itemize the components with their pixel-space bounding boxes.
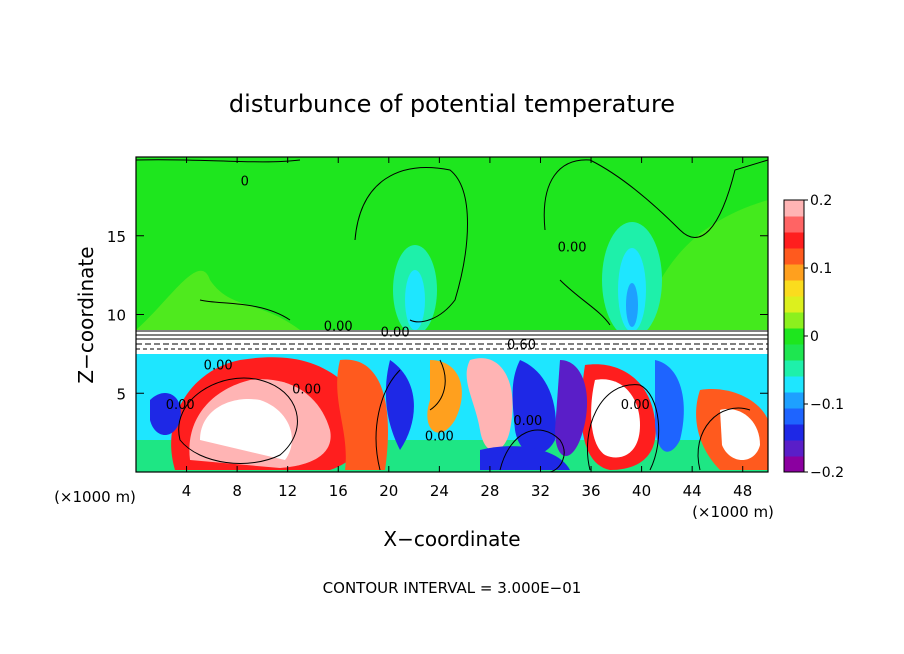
- lower-blue-cells: [150, 360, 684, 470]
- x-tick-label: 4: [182, 482, 192, 500]
- x-axis: 4 8 12 16 20 24 28 32 36 40 44 48: [182, 157, 752, 500]
- x-axis-label: X−coordinate: [383, 527, 520, 551]
- upper-layer-fill: [136, 157, 768, 332]
- contour-lines: [136, 159, 768, 472]
- x-tick-label: 36: [581, 482, 600, 500]
- x-tick-label: 48: [733, 482, 752, 500]
- y-axis-label: Z−coordinate: [74, 246, 98, 383]
- contour-interval-note: CONTOUR INTERVAL = 3.000E−01: [323, 579, 582, 597]
- colorbar-band: [784, 200, 804, 217]
- x-unit-left-label: (×1000 m): [54, 488, 136, 506]
- colorbar-tick-label: 0.2: [810, 193, 832, 209]
- y-axis: 5 10 15: [107, 228, 768, 403]
- chart-title: disturbunce of potential temperature: [229, 90, 675, 118]
- x-tick-label: 12: [278, 482, 297, 500]
- colorbar-band: [784, 344, 804, 361]
- colorbar-band: [784, 296, 804, 313]
- x-tick-label: 16: [329, 482, 348, 500]
- colorbar-band: [784, 328, 804, 345]
- x-tick-label: 32: [531, 482, 550, 500]
- x-tick-label: 24: [430, 482, 449, 500]
- contour-label: 0.00: [513, 414, 542, 429]
- upper-warm-patch: [640, 200, 768, 330]
- upper-warm-patch: [136, 270, 300, 330]
- y-tick-label: 15: [107, 228, 126, 246]
- contour-label: 0.00: [204, 359, 233, 374]
- contour-labels: 0 0.00 0.00 0.00 0.60 0.00 0.00 0.00 0.00 0.00 0.0…: [166, 174, 650, 444]
- colorbar-band: [784, 456, 804, 473]
- x-unit-right-label: (×1000 m): [692, 503, 774, 521]
- colorbar-band: [784, 264, 804, 281]
- inversion-band: [136, 330, 768, 354]
- colorbar-bands: [784, 200, 804, 473]
- contour-label: 0.60: [507, 338, 536, 353]
- colorbar-band: [784, 216, 804, 233]
- colorbar-tick-label: −0.1: [810, 397, 844, 413]
- colorbar-tick-label: −0.2: [810, 465, 844, 481]
- x-tick-label: 28: [480, 482, 499, 500]
- plume-right-core: [626, 283, 638, 327]
- contour-label: 0.00: [558, 241, 587, 256]
- x-tick-label: 8: [232, 482, 242, 500]
- colorbar-ticks: 0.2 0.1 0 −0.1 −0.2: [804, 193, 844, 481]
- colorbar-band: [784, 376, 804, 393]
- heatmap-field: 0 0.00 0.00 0.00 0.60 0.00 0.00 0.00 0.00 0.00 0.0…: [136, 157, 768, 472]
- contour-label: 0.00: [621, 398, 650, 413]
- colorbar-band: [784, 440, 804, 457]
- contour-label: 0.00: [425, 430, 454, 445]
- colorbar-band: [784, 408, 804, 425]
- colorbar-band: [784, 424, 804, 441]
- colorbar-band: [784, 232, 804, 249]
- colorbar-band: [784, 392, 804, 409]
- colorbar: 0.2 0.1 0 −0.1 −0.2: [783, 193, 844, 481]
- colorbar-band: [784, 360, 804, 377]
- contour-label: 0.00: [166, 398, 195, 413]
- plume-left-inner: [405, 270, 425, 330]
- colorbar-tick-label: 0: [810, 329, 819, 345]
- y-tick-label: 10: [107, 307, 126, 325]
- contour-label: 0.00: [381, 326, 410, 341]
- x-tick-label: 20: [379, 482, 398, 500]
- colorbar-tick-label: 0.1: [810, 261, 832, 277]
- contour-label: 0.00: [324, 319, 353, 334]
- contour-label: 0: [241, 174, 249, 189]
- y-tick-label: 5: [116, 385, 126, 403]
- colorbar-band: [784, 248, 804, 265]
- x-tick-label: 44: [683, 482, 702, 500]
- colorbar-band: [784, 312, 804, 329]
- contour-label: 0.00: [292, 382, 321, 397]
- x-tick-label: 40: [632, 482, 651, 500]
- colorbar-band: [784, 280, 804, 297]
- lower-red-cells: [171, 357, 768, 470]
